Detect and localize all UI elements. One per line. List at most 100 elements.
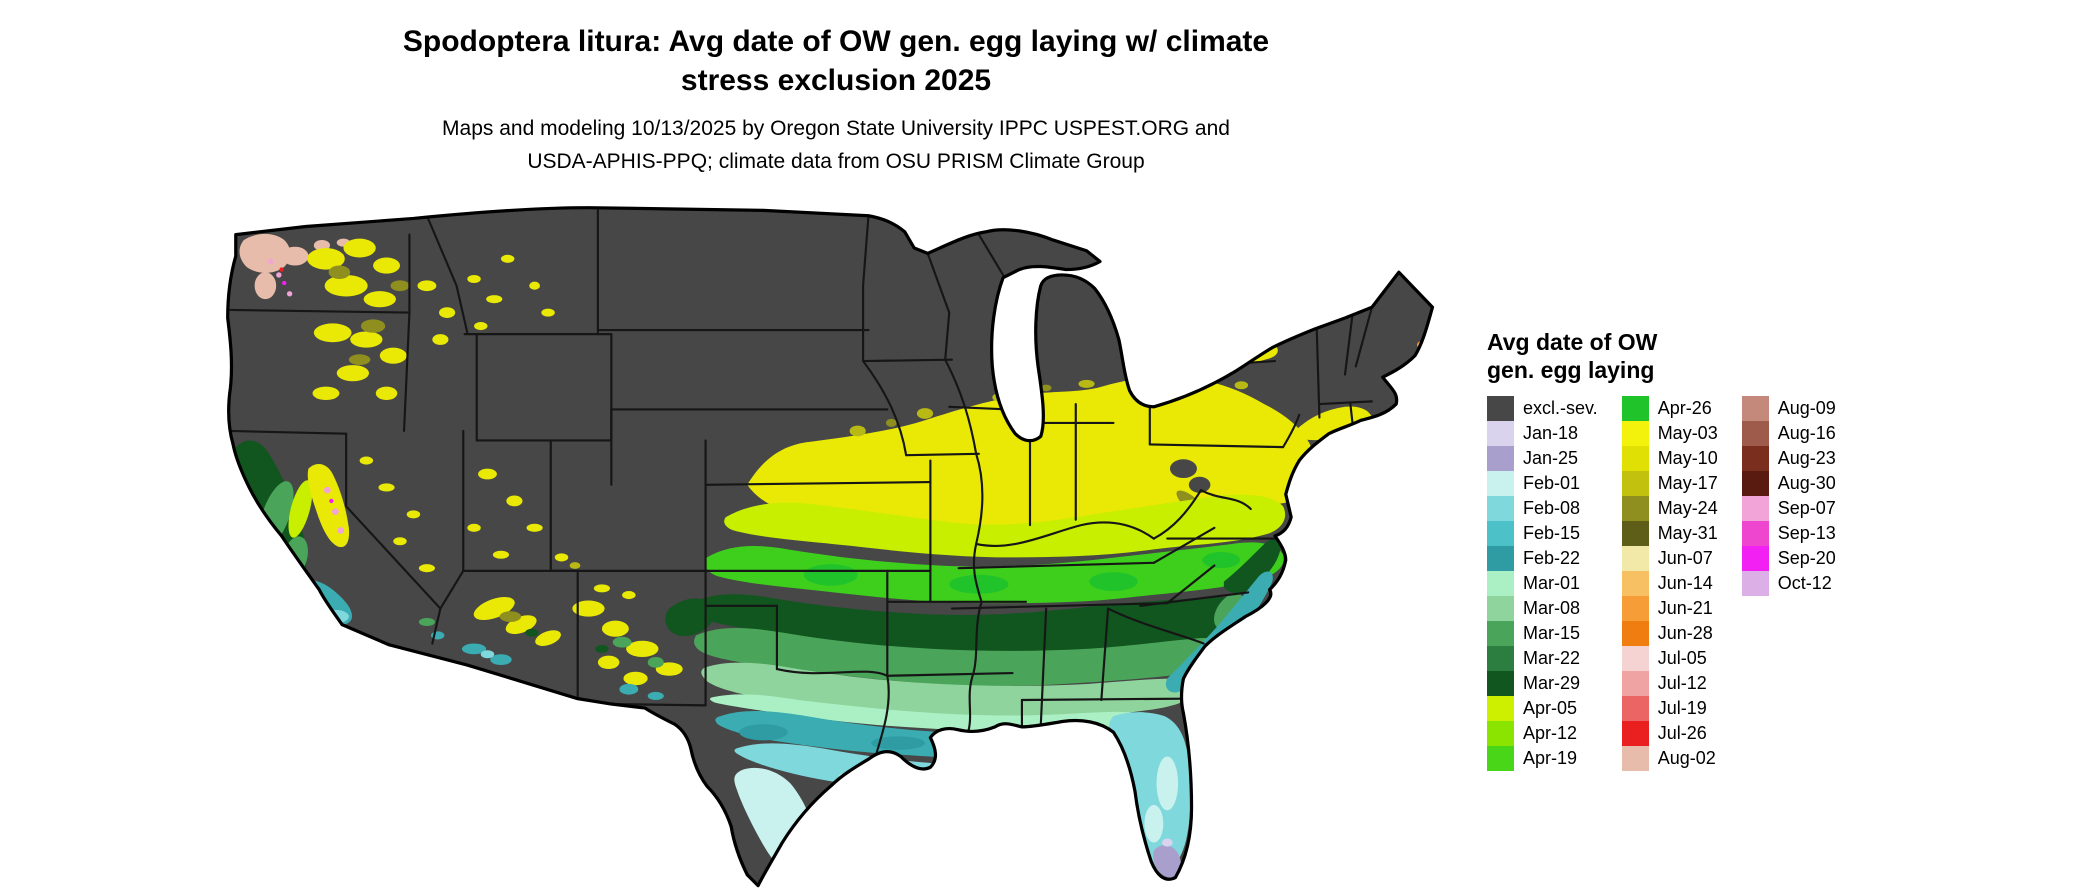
legend-item: Aug-30 bbox=[1741, 471, 1836, 496]
legend-item: Jun-21 bbox=[1621, 596, 1718, 621]
legend-item: Mar-22 bbox=[1487, 646, 1598, 671]
legend-label: Feb-15 bbox=[1523, 523, 1581, 543]
legend-swatch bbox=[1621, 571, 1649, 596]
legend-item: Sep-20 bbox=[1741, 546, 1836, 571]
legend-item: Mar-15 bbox=[1487, 621, 1598, 646]
legend-item: Aug-09 bbox=[1741, 396, 1836, 421]
legend-label: Apr-05 bbox=[1523, 698, 1578, 718]
legend-label: Jan-18 bbox=[1523, 423, 1579, 443]
legend-swatch bbox=[1487, 621, 1514, 646]
legend-item: Apr-05 bbox=[1487, 696, 1598, 721]
legend-item: Mar-29 bbox=[1487, 671, 1598, 696]
legend-item: Jul-19 bbox=[1621, 696, 1718, 721]
page-subtitle-line1: Maps and modeling 10/13/2025 by Oregon S… bbox=[442, 117, 1230, 140]
us-map-svg bbox=[226, 206, 1435, 888]
legend-item: Feb-22 bbox=[1487, 546, 1598, 571]
legend-label: Feb-01 bbox=[1523, 473, 1581, 493]
legend-item: May-03 bbox=[1621, 421, 1718, 446]
legend-title-line2: gen. egg laying bbox=[1487, 357, 1655, 383]
legend-label: May-03 bbox=[1657, 423, 1718, 443]
legend-swatch bbox=[1487, 396, 1514, 421]
legend-item: Aug-23 bbox=[1741, 446, 1836, 471]
us-map bbox=[225, 205, 1450, 891]
legend-item: Jul-26 bbox=[1621, 721, 1718, 746]
legend-swatch bbox=[1487, 421, 1514, 446]
legend-swatch bbox=[1487, 696, 1514, 721]
legend-label: May-17 bbox=[1657, 473, 1718, 493]
legend-swatch bbox=[1621, 496, 1649, 521]
legend-item: Jan-25 bbox=[1487, 446, 1598, 471]
legend-swatch bbox=[1621, 746, 1649, 771]
legend-swatch bbox=[1487, 546, 1514, 571]
legend-swatch bbox=[1621, 396, 1649, 421]
legend-title-line1: Avg date of OW bbox=[1487, 329, 1658, 355]
legend-label: Jun-14 bbox=[1657, 573, 1713, 593]
legend-item: May-17 bbox=[1621, 471, 1718, 496]
legend-swatch bbox=[1487, 671, 1514, 696]
legend-label: Aug-02 bbox=[1657, 748, 1716, 768]
legend-label: Apr-12 bbox=[1523, 723, 1578, 743]
legend-swatch bbox=[1741, 496, 1769, 521]
legend-label: Jun-28 bbox=[1657, 623, 1713, 643]
legend-swatch bbox=[1621, 596, 1649, 621]
legend-item: May-31 bbox=[1621, 521, 1718, 546]
legend-label: Sep-20 bbox=[1777, 548, 1836, 568]
state-boundaries bbox=[229, 209, 1373, 763]
legend-swatch bbox=[1621, 521, 1649, 546]
legend-label: Jul-26 bbox=[1657, 723, 1707, 743]
legend-label: Aug-09 bbox=[1777, 398, 1836, 418]
legend-column: excl.-sev. Jan-18 Jan-25 Feb-01 Feb-08 Feb-15… bbox=[1487, 396, 1598, 771]
legend-label: Mar-01 bbox=[1523, 573, 1581, 593]
legend-swatch bbox=[1741, 396, 1769, 421]
legend-swatch bbox=[1741, 471, 1769, 496]
figure-header: Spodoptera litura: Avg date of OW gen. e… bbox=[286, 22, 1386, 178]
legend-swatch bbox=[1621, 671, 1649, 696]
legend-swatch bbox=[1741, 446, 1769, 471]
legend-swatch bbox=[1741, 571, 1769, 596]
legend-swatch bbox=[1621, 646, 1649, 671]
legend-swatch bbox=[1741, 521, 1769, 546]
legend-label: Feb-22 bbox=[1523, 548, 1581, 568]
legend-item: Oct-12 bbox=[1741, 571, 1836, 596]
legend-swatch bbox=[1621, 421, 1649, 446]
legend: Avg date of OW gen. egg laying excl.-sev.… bbox=[1487, 328, 1836, 771]
legend-label: May-10 bbox=[1657, 448, 1718, 468]
legend-item: Jul-05 bbox=[1621, 646, 1718, 671]
legend-item: Mar-01 bbox=[1487, 571, 1598, 596]
legend-item: May-24 bbox=[1621, 496, 1718, 521]
legend-item: Feb-01 bbox=[1487, 471, 1598, 496]
legend-swatch bbox=[1487, 596, 1514, 621]
legend-item: Jun-28 bbox=[1621, 621, 1718, 646]
legend-swatch bbox=[1487, 496, 1514, 521]
legend-swatch bbox=[1487, 721, 1514, 746]
page-title-line2: stress exclusion 2025 bbox=[680, 64, 992, 97]
legend-label: Jun-07 bbox=[1657, 548, 1713, 568]
legend-item: Feb-15 bbox=[1487, 521, 1598, 546]
legend-item: Jul-12 bbox=[1621, 671, 1718, 696]
legend-label: Feb-08 bbox=[1523, 498, 1581, 518]
legend-label: May-31 bbox=[1657, 523, 1718, 543]
legend-swatch bbox=[1487, 646, 1514, 671]
page-subtitle-line2: USDA-APHIS-PPQ; climate data from OSU PR… bbox=[527, 150, 1145, 173]
legend-swatch bbox=[1621, 621, 1649, 646]
legend-swatch bbox=[1621, 721, 1649, 746]
legend-item: Jun-14 bbox=[1621, 571, 1718, 596]
legend-item: Jun-07 bbox=[1621, 546, 1718, 571]
legend-label: Mar-22 bbox=[1523, 648, 1581, 668]
legend-label: Sep-07 bbox=[1777, 498, 1836, 518]
legend-item: Apr-12 bbox=[1487, 721, 1598, 746]
legend-swatch bbox=[1621, 696, 1649, 721]
legend-label: Aug-30 bbox=[1777, 473, 1836, 493]
legend-swatch bbox=[1487, 471, 1514, 496]
legend-label: Jun-21 bbox=[1657, 598, 1713, 618]
legend-swatch bbox=[1487, 746, 1514, 771]
legend-label: Mar-08 bbox=[1523, 598, 1581, 618]
legend-item: Aug-02 bbox=[1621, 746, 1718, 771]
legend-label: Jul-19 bbox=[1657, 698, 1707, 718]
legend-label: Oct-12 bbox=[1777, 573, 1832, 593]
legend-label: Sep-13 bbox=[1777, 523, 1836, 543]
legend-item: Apr-19 bbox=[1487, 746, 1598, 771]
legend-label: Apr-19 bbox=[1523, 748, 1578, 768]
legend-label: Jan-25 bbox=[1523, 448, 1579, 468]
